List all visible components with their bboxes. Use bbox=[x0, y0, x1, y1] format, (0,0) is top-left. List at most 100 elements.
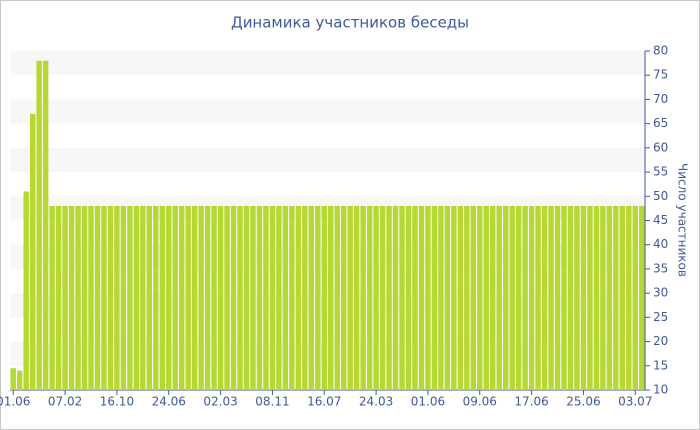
bar bbox=[321, 205, 327, 390]
bar bbox=[360, 205, 366, 390]
bar bbox=[399, 205, 405, 390]
y-tick-label: 65 bbox=[653, 116, 668, 130]
y-axis-title: Число участников bbox=[676, 163, 690, 277]
x-tick-label: 24.06 bbox=[152, 395, 186, 409]
bar bbox=[101, 205, 107, 390]
y-tick-label: 30 bbox=[653, 286, 668, 300]
bar bbox=[477, 205, 483, 390]
bar bbox=[548, 205, 554, 390]
bar bbox=[431, 205, 438, 390]
y-tick-label: 25 bbox=[653, 310, 668, 324]
bar bbox=[328, 205, 334, 390]
bar bbox=[295, 205, 302, 390]
bar bbox=[269, 205, 276, 390]
bar bbox=[107, 205, 114, 390]
bar bbox=[308, 205, 315, 390]
bar bbox=[587, 205, 593, 390]
bar bbox=[16, 370, 23, 390]
x-tick-label: 03.07 bbox=[618, 395, 652, 409]
bar bbox=[140, 205, 146, 390]
bar bbox=[185, 205, 191, 390]
bar bbox=[204, 205, 211, 390]
bar bbox=[613, 205, 619, 390]
bar bbox=[600, 205, 606, 390]
bar bbox=[528, 205, 535, 390]
bar bbox=[75, 205, 81, 390]
bar bbox=[211, 205, 217, 390]
bar bbox=[373, 205, 379, 390]
bar bbox=[639, 205, 645, 390]
bar bbox=[425, 205, 431, 390]
bar bbox=[172, 205, 178, 390]
bar bbox=[619, 205, 626, 390]
bar bbox=[405, 205, 412, 390]
bar bbox=[580, 205, 587, 390]
y-tick-label: 55 bbox=[653, 165, 668, 179]
bar bbox=[94, 205, 101, 390]
bar bbox=[250, 205, 256, 390]
bar bbox=[386, 205, 392, 390]
x-tick-label: 24.03 bbox=[359, 395, 393, 409]
y-tick-label: 35 bbox=[653, 261, 668, 275]
bar bbox=[243, 205, 250, 390]
bar bbox=[340, 205, 347, 390]
bar bbox=[457, 205, 464, 390]
bar bbox=[490, 205, 496, 390]
bar bbox=[626, 205, 632, 390]
bar bbox=[120, 205, 127, 390]
bar bbox=[334, 205, 340, 390]
y-tick-label: 75 bbox=[653, 68, 668, 82]
y-tick-label: 10 bbox=[653, 383, 668, 397]
x-tick-label: 25.06 bbox=[566, 395, 600, 409]
bar bbox=[366, 205, 373, 390]
bar bbox=[29, 113, 36, 390]
bar bbox=[114, 205, 120, 390]
bar bbox=[10, 368, 16, 390]
chart-title: Динамика участников беседы bbox=[231, 14, 469, 32]
bar bbox=[42, 60, 49, 390]
y-tick-label: 15 bbox=[653, 358, 668, 372]
bar bbox=[515, 205, 522, 390]
x-tick-label: 17.06 bbox=[514, 395, 548, 409]
bar bbox=[191, 205, 198, 390]
grid-band bbox=[10, 99, 645, 124]
bar bbox=[302, 205, 308, 390]
bar bbox=[198, 205, 204, 390]
bar bbox=[166, 205, 172, 390]
x-tick-label: 07.02 bbox=[48, 395, 82, 409]
x-tick-label: 16.10 bbox=[100, 395, 134, 409]
bar bbox=[237, 205, 243, 390]
bar bbox=[438, 205, 444, 390]
bar bbox=[379, 205, 386, 390]
bar bbox=[418, 205, 425, 390]
bar bbox=[470, 205, 477, 390]
y-tick-label: 80 bbox=[653, 44, 668, 58]
bar bbox=[36, 60, 42, 390]
bar bbox=[81, 205, 88, 390]
bar bbox=[522, 205, 528, 390]
bar bbox=[224, 205, 230, 390]
bar bbox=[561, 205, 567, 390]
bar bbox=[159, 205, 165, 390]
bar bbox=[464, 205, 470, 390]
bar bbox=[444, 205, 451, 390]
grid-band bbox=[10, 51, 645, 76]
bar bbox=[88, 205, 94, 390]
bar bbox=[574, 205, 580, 390]
bar bbox=[451, 205, 457, 390]
bar bbox=[133, 205, 140, 390]
bar bbox=[127, 205, 133, 390]
bar bbox=[153, 205, 159, 390]
y-tick-label: 50 bbox=[653, 189, 668, 203]
bar bbox=[347, 205, 353, 390]
bar bbox=[496, 205, 502, 390]
bar bbox=[178, 205, 185, 390]
x-tick-label: 01.06 bbox=[0, 395, 30, 409]
bar bbox=[541, 205, 548, 390]
bar bbox=[55, 205, 62, 390]
bar bbox=[483, 205, 489, 390]
y-tick-label: 40 bbox=[653, 237, 668, 251]
bar bbox=[276, 205, 282, 390]
bar bbox=[502, 205, 509, 390]
